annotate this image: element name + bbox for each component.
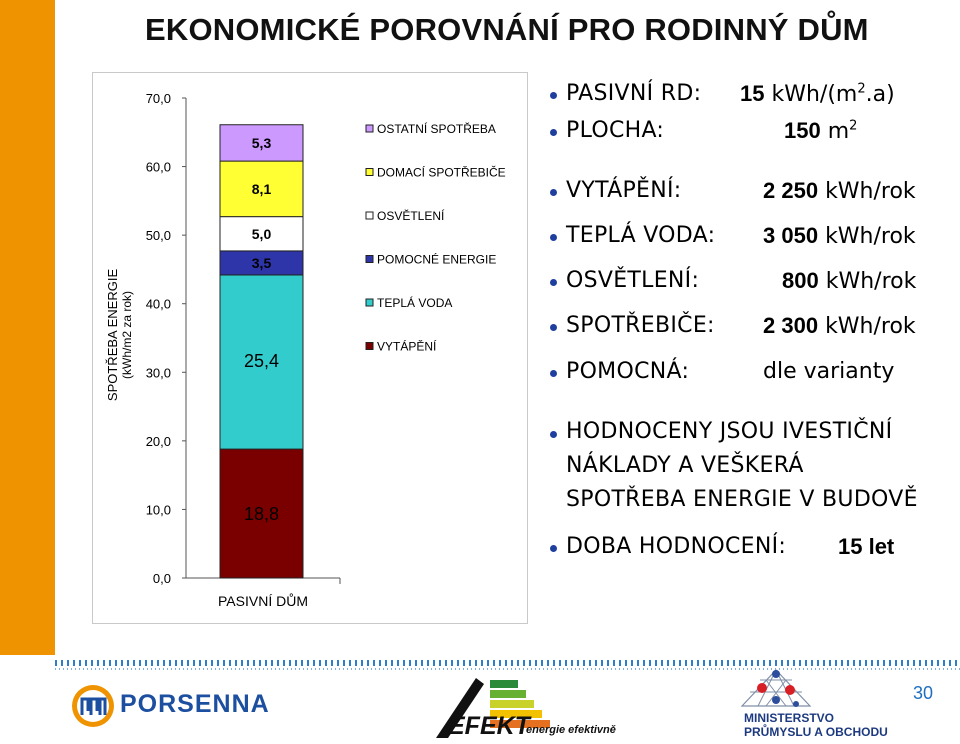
bar-segment-teplá-voda bbox=[219, 274, 304, 450]
bar-data-label: 25,4 bbox=[244, 351, 279, 371]
plocha-value: 150 m2 bbox=[784, 118, 858, 144]
legend-swatch bbox=[365, 211, 374, 220]
item-value: 2 300 kWh/rok bbox=[763, 313, 916, 339]
legend-swatch bbox=[365, 124, 374, 133]
efekt-logo-text: EFEKT bbox=[448, 712, 530, 740]
porsenna-logo-text: PORSENNA bbox=[120, 690, 270, 718]
legend-swatch bbox=[365, 342, 374, 350]
item-value: dle varianty bbox=[763, 359, 895, 384]
chart-frame bbox=[92, 72, 528, 624]
porsenna-logo-icon bbox=[72, 685, 114, 727]
legend-label: OSTATNÍ SPOTŘEBA bbox=[377, 121, 496, 136]
legend-swatch bbox=[365, 255, 374, 263]
item-label: TEPLÁ VODA: bbox=[566, 223, 716, 248]
bullet-dot bbox=[550, 234, 557, 241]
y-axis-title: SPOTŘEBA ENERGIE bbox=[105, 269, 120, 402]
y-tick-label: 10,0 bbox=[146, 502, 171, 517]
y-tick-label: 60,0 bbox=[146, 160, 171, 175]
item-value: 3 050 kWh/rok bbox=[763, 223, 916, 249]
y-tick-label: 0,0 bbox=[153, 571, 171, 586]
ministerstvo-logo-text-1: MINISTERSTVO bbox=[744, 711, 835, 725]
item-value: 2 250 kWh/rok bbox=[763, 178, 916, 204]
legend-swatch bbox=[365, 168, 374, 176]
page-title: EKONOMICKÉ POROVNÁNÍ PRO RODINNÝ DŮM bbox=[145, 12, 869, 47]
legend-swatch bbox=[365, 298, 374, 307]
item-label: SPOTŘEBIČE: bbox=[566, 313, 715, 338]
y-tick-label: 70,0 bbox=[146, 91, 171, 106]
doba-label: DOBA HODNOCENÍ: bbox=[566, 534, 787, 559]
bar-data-label: 5,0 bbox=[252, 226, 272, 242]
y-tick-label: 20,0 bbox=[146, 434, 171, 449]
legend-label: DOMACÍ SPOTŘEBIČE bbox=[377, 165, 506, 180]
bar-segment-pomocné-energie bbox=[219, 250, 304, 276]
y-tick-label: 30,0 bbox=[146, 365, 171, 380]
doba-value: 15 let bbox=[838, 534, 895, 559]
item-label: POMOCNÁ: bbox=[566, 359, 690, 384]
item-label: OSVĚTLENÍ: bbox=[566, 268, 700, 293]
x-category-label: PASIVNÍ DŮM bbox=[218, 592, 308, 609]
orange-side-bar bbox=[0, 0, 55, 655]
y-axis-title-unit: (kWh/m2 za rok) bbox=[120, 291, 134, 379]
pasivni-value: 15 kWh/(m2.a) bbox=[740, 81, 895, 107]
ministerstvo-logo-icon bbox=[740, 669, 812, 707]
bullet-dot bbox=[550, 189, 557, 196]
item-label: VYTÁPĚNÍ: bbox=[566, 178, 682, 203]
bar-data-label: 5,3 bbox=[252, 135, 272, 151]
efekt-logo-subtitle: energie efektivně bbox=[526, 724, 616, 736]
y-tick-label: 40,0 bbox=[146, 297, 171, 312]
bar-data-label: 3,5 bbox=[252, 255, 272, 271]
hodnoceny-line: HODNOCENY JSOU IVESTIČNÍ bbox=[566, 419, 893, 444]
bar-data-label: 18,8 bbox=[244, 504, 279, 524]
bullet-dot bbox=[550, 545, 557, 552]
hodnoceny-text: HODNOCENY JSOU IVESTIČNÍ NÁKLADY A VEŠKE… bbox=[566, 415, 918, 517]
item-value: 800 kWh/rok bbox=[782, 268, 917, 294]
hodnoceny-line: NÁKLADY A VEŠKERÁ bbox=[566, 453, 804, 478]
bar-segment-ostatní-spotřeba bbox=[219, 124, 304, 162]
bar-data-label: 8,1 bbox=[252, 181, 272, 197]
bullet-dot bbox=[550, 431, 557, 438]
stacked-bar-chart: 0,0 10,0 20,0 30,0 40,0 50,0 60,0 70,0 SPOTŘEBA … bbox=[105, 91, 506, 609]
bar-segment-domací-spotřebiče bbox=[219, 160, 304, 218]
legend-label: VYTÁPĚNÍ bbox=[377, 339, 437, 354]
efekt-logo-icon bbox=[436, 678, 550, 738]
bar-segment-vytápění bbox=[219, 448, 304, 579]
pasivni-label: PASIVNÍ RD: bbox=[566, 81, 702, 106]
legend-label: OSVĚTLENÍ bbox=[377, 208, 445, 223]
ministerstvo-logo-text-2: PRŮMYSLU A OBCHODU bbox=[744, 725, 888, 739]
footer-divider bbox=[55, 660, 960, 666]
page-number: 30 bbox=[913, 683, 934, 703]
plocha-label: PLOCHA: bbox=[566, 118, 665, 143]
y-tick-label: 50,0 bbox=[146, 228, 171, 243]
bullet-dot bbox=[550, 279, 557, 286]
bar-segment-osvětlení bbox=[219, 216, 304, 252]
hodnoceny-line: SPOTŘEBA ENERGIE V BUDOVĚ bbox=[566, 487, 918, 512]
footer-divider bbox=[55, 668, 960, 670]
legend-label: POMOCNÉ ENERGIE bbox=[377, 252, 496, 267]
summary-panel: PASIVNÍ RD: 15 kWh/(m2.a) PLOCHA: 150 m2… bbox=[540, 0, 960, 640]
bullet-dot bbox=[550, 129, 557, 136]
bullet-dot bbox=[550, 92, 557, 99]
bullet-dot bbox=[550, 324, 557, 331]
bullet-dot bbox=[550, 370, 557, 377]
legend-label: TEPLÁ VODA bbox=[377, 295, 452, 310]
